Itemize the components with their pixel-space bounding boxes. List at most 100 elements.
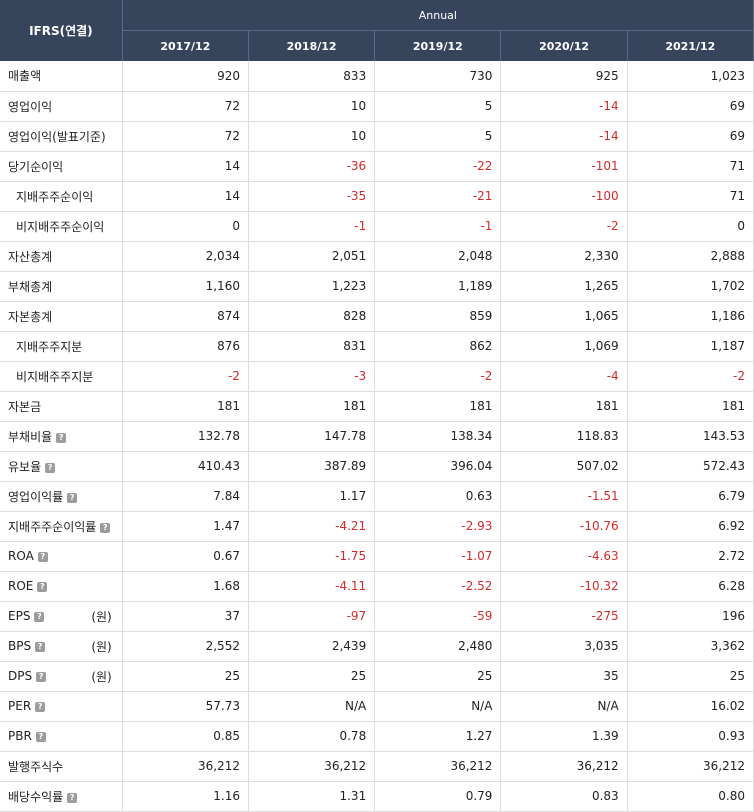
value-cell: -2	[374, 361, 502, 392]
help-icon[interactable]: ?	[100, 522, 111, 533]
value-cell: 181	[374, 391, 502, 422]
row-label-cell: 당기순이익	[0, 151, 123, 182]
row-label: ROA	[8, 549, 34, 563]
value-cell: -2	[627, 361, 754, 392]
table-row: 당기순이익 14 -36 -22 -101 71	[0, 151, 754, 182]
value-cell: 410.43	[122, 451, 249, 482]
row-label: BPS	[8, 639, 32, 653]
value-cell: 920	[122, 61, 249, 92]
help-icon[interactable]: ?	[36, 672, 47, 682]
table-row: 매출액 920 833 730 925 1,023	[0, 61, 754, 92]
value-cell: 2.72	[627, 541, 754, 572]
value-cell: -2	[500, 211, 628, 242]
row-label: 유보율	[8, 459, 42, 474]
value-cell: 0.83	[500, 781, 628, 812]
row-label: 배당수익률	[8, 789, 64, 804]
table-row: ROE? 1.68 -4.11 -2.52 -10.32 6.28	[0, 571, 754, 602]
help-icon[interactable]: ?	[35, 702, 46, 712]
row-label: 자본총계	[8, 309, 53, 324]
value-cell: 181	[122, 391, 249, 422]
help-icon[interactable]: ?	[35, 642, 46, 652]
help-icon[interactable]: ?	[67, 492, 78, 503]
header-year: 2018/12	[248, 30, 376, 61]
row-label-cell: 영업이익률?	[0, 481, 123, 512]
row-label-cell: 지배주주지분	[0, 331, 123, 362]
header-year: 2020/12	[500, 30, 628, 61]
row-label: ROE	[8, 579, 34, 593]
help-icon[interactable]: ?	[67, 792, 78, 803]
header-annual: Annual	[122, 0, 754, 31]
value-cell: 7.84	[122, 481, 249, 512]
value-cell: 1,065	[500, 301, 628, 332]
value-cell: 1,189	[374, 271, 502, 302]
value-cell: 2,552	[122, 631, 249, 662]
value-cell: 1,160	[122, 271, 249, 302]
value-cell: 25	[248, 661, 376, 692]
value-cell: 828	[248, 301, 376, 332]
header-year: 2021/12	[627, 30, 754, 61]
value-cell: -1	[374, 211, 502, 242]
row-label: 비지배주주순이익	[16, 219, 105, 234]
value-cell: 10	[248, 91, 376, 122]
value-cell: 0.93	[627, 721, 754, 752]
value-cell: 387.89	[248, 451, 376, 482]
value-cell: -4.63	[500, 541, 628, 572]
value-cell: 1,023	[627, 61, 754, 92]
value-cell: 572.43	[627, 451, 754, 482]
row-label: EPS	[8, 609, 31, 623]
value-cell: N/A	[500, 691, 628, 722]
value-cell: 2,480	[374, 631, 502, 662]
row-label-cell: PER?	[0, 691, 123, 722]
value-cell: -4.11	[248, 571, 376, 602]
value-cell: 181	[500, 391, 628, 422]
table-row: 지배주주순이익 14 -35 -21 -100 71	[0, 181, 754, 212]
row-label: 지배주주순이익	[16, 189, 94, 204]
value-cell: -100	[500, 181, 628, 212]
value-cell: 36,212	[248, 751, 376, 782]
value-cell: 0	[627, 211, 754, 242]
help-icon[interactable]: ?	[34, 612, 45, 622]
value-cell: 0.80	[627, 781, 754, 812]
help-icon[interactable]: ?	[45, 462, 56, 473]
value-cell: 143.53	[627, 421, 754, 452]
value-cell: 862	[374, 331, 502, 362]
row-label-cell: 영업이익(발표기준)	[0, 121, 123, 152]
value-cell: 1,223	[248, 271, 376, 302]
value-cell: 71	[627, 151, 754, 182]
row-label: 당기순이익	[8, 159, 64, 174]
value-cell: 72	[122, 121, 249, 152]
value-cell: 6.79	[627, 481, 754, 512]
row-label-cell: ROA?	[0, 541, 123, 572]
table-row: 부채비율? 132.78 147.78 138.34 118.83 143.53	[0, 421, 754, 452]
row-label-cell: 유보율?	[0, 451, 123, 482]
help-icon[interactable]: ?	[37, 582, 48, 592]
row-label-cell: 부채총계	[0, 271, 123, 302]
row-label: 영업이익	[8, 99, 53, 114]
help-icon[interactable]: ?	[56, 432, 67, 443]
value-cell: 831	[248, 331, 376, 362]
value-cell: 6.28	[627, 571, 754, 602]
row-label: 발행주식수	[8, 759, 64, 774]
row-unit: (원)	[91, 639, 112, 654]
help-icon[interactable]: ?	[37, 552, 48, 562]
value-cell: 196	[627, 601, 754, 632]
value-cell: -2.93	[374, 511, 502, 542]
value-cell: -2.52	[374, 571, 502, 602]
value-cell: 36,212	[500, 751, 628, 782]
value-cell: 72	[122, 91, 249, 122]
table-row: 지배주주순이익률? 1.47 -4.21 -2.93 -10.76 6.92	[0, 511, 754, 542]
value-cell: 925	[500, 61, 628, 92]
value-cell: -14	[500, 91, 628, 122]
help-icon[interactable]: ?	[35, 732, 46, 742]
row-label: 비지배주주지분	[16, 369, 94, 384]
row-label-cell: BPS? (원)	[0, 631, 123, 662]
value-cell: 1.39	[500, 721, 628, 752]
row-label: 자본금	[8, 399, 42, 414]
table-row: 영업이익률? 7.84 1.17 0.63 -1.51 6.79	[0, 481, 754, 512]
value-cell: 5	[374, 121, 502, 152]
row-label: 지배주주순이익률	[8, 519, 97, 534]
value-cell: 37	[122, 601, 249, 632]
value-cell: 3,362	[627, 631, 754, 662]
row-label: 매출액	[8, 69, 42, 84]
